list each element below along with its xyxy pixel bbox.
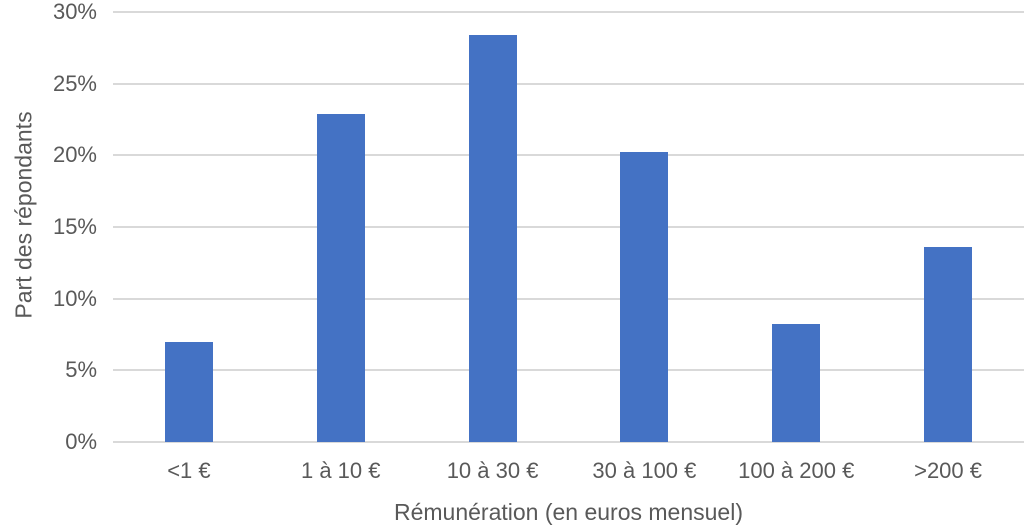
y-tick-label: 20% bbox=[52, 142, 97, 168]
x-axis-category-labels: <1 € 1 à 10 € 10 à 30 € 30 à 100 € 100 à 200… bbox=[113, 456, 1024, 486]
bar-category-cell bbox=[568, 12, 720, 442]
y-tick-label: 5% bbox=[65, 357, 97, 383]
y-tick-label: 10% bbox=[52, 285, 97, 311]
bar bbox=[620, 152, 669, 442]
bar-category-cell bbox=[872, 12, 1024, 442]
bar-category-cell bbox=[265, 12, 417, 442]
y-axis-tick-labels: 0% 5% 10% 15% 20% 25% 30% bbox=[0, 1, 97, 453]
x-category-label: <1 € bbox=[167, 458, 211, 483]
x-axis-title: Rémunération (en euros mensuel) bbox=[393, 499, 743, 525]
bar bbox=[468, 34, 517, 442]
bar bbox=[316, 113, 365, 442]
bar bbox=[164, 341, 213, 442]
bar-category-cell bbox=[417, 12, 569, 442]
y-tick-label: 25% bbox=[52, 70, 97, 96]
x-category-label: 100 à 200 € bbox=[738, 458, 855, 483]
y-tick-label: 0% bbox=[65, 429, 97, 454]
x-category-label: 30 à 100 € bbox=[592, 458, 697, 483]
bar bbox=[772, 324, 821, 442]
gridline bbox=[113, 82, 1024, 85]
gridline bbox=[113, 226, 1024, 228]
x-category-label: 10 à 30 € bbox=[446, 458, 539, 483]
gridline bbox=[113, 369, 1024, 372]
y-tick-label: 30% bbox=[52, 0, 97, 24]
bar-category-cell bbox=[720, 12, 872, 442]
gridline bbox=[113, 297, 1024, 300]
bar-series bbox=[113, 12, 1024, 442]
y-tick-label: 15% bbox=[52, 214, 97, 239]
plot-area bbox=[113, 11, 1024, 443]
gridline bbox=[113, 11, 1024, 13]
x-category-label: >200 € bbox=[914, 458, 982, 483]
x-category-label: 1 à 10 € bbox=[300, 458, 381, 483]
bar bbox=[924, 247, 973, 442]
gridline bbox=[113, 154, 1024, 157]
bar-category-cell bbox=[113, 12, 265, 442]
gridline bbox=[113, 441, 1024, 443]
